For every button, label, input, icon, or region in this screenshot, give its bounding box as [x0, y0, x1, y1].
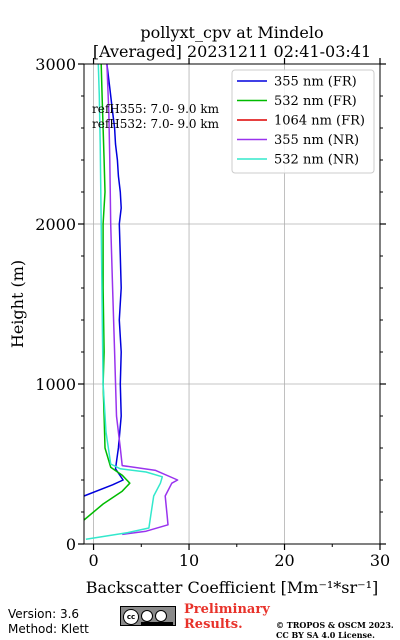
- chart-title: pollyxt_cpv at Mindelo: [140, 23, 323, 42]
- copyright-text: © TROPOS & OSCM 2023. CC BY SA 4.0 Licen…: [276, 620, 394, 640]
- cc-license-icon: cc: [120, 606, 176, 626]
- x-tick-label: 20: [274, 551, 294, 570]
- y-tick-label: 0: [66, 535, 76, 554]
- series-line-3: [106, 63, 179, 536]
- x-axis-label: Backscatter Coefficient [Mm⁻¹*sr⁻¹]: [86, 578, 379, 597]
- version-text: Version: 3.6: [8, 607, 80, 621]
- method-text: Method: Klett: [8, 622, 89, 636]
- results-line: Results.: [184, 617, 243, 632]
- reference-height-532: refH532: 7.0- 9.0 km: [92, 117, 220, 131]
- y-tick-label: 2000: [35, 215, 76, 234]
- copyright-line-2: CC BY SA 4.0 License.: [276, 630, 375, 640]
- legend-label-3: 355 nm (NR): [274, 133, 359, 148]
- sa-icon: [155, 610, 167, 622]
- copyright-line-1: © TROPOS & OSCM 2023.: [276, 620, 394, 630]
- plot-frame: [83, 63, 381, 545]
- legend-label-2: 1064 nm (FR): [274, 114, 365, 129]
- series-line-4: [85, 63, 164, 540]
- series-line-1: [83, 63, 131, 521]
- y-tick-label: 3000: [35, 55, 76, 74]
- legend: 355 nm (FR) 532 nm (FR) 1064 nm (FR) 355 nm…: [231, 69, 375, 174]
- preliminary-line: Preliminary: [184, 602, 270, 617]
- chart-subtitle: [Averaged] 20231211 02:41-03:41: [93, 42, 371, 61]
- legend-frame: [231, 69, 375, 174]
- by-icon: [141, 610, 153, 622]
- reference-height-355: refH355: 7.0- 9.0 km: [92, 102, 220, 116]
- legend-label-0: 355 nm (FR): [274, 75, 357, 90]
- series-layer: [83, 63, 179, 540]
- x-tick-label: 10: [179, 551, 199, 570]
- legend-label-4: 532 nm (NR): [274, 153, 359, 168]
- legend-label-1: 532 nm (FR): [274, 94, 357, 109]
- y-axis-label: Height (m): [8, 260, 27, 348]
- tick-layer: 0 10 20 30 0 1000 2000 3000: [35, 55, 390, 570]
- cc-logo-icon: cc: [123, 609, 139, 625]
- series-line-0: [83, 63, 124, 497]
- x-tick-label: 30: [370, 551, 390, 570]
- y-tick-label: 1000: [35, 375, 76, 394]
- x-tick-label: 0: [88, 551, 98, 570]
- preliminary-results-label: Preliminary Results.: [184, 602, 270, 632]
- license-bar: [141, 622, 173, 626]
